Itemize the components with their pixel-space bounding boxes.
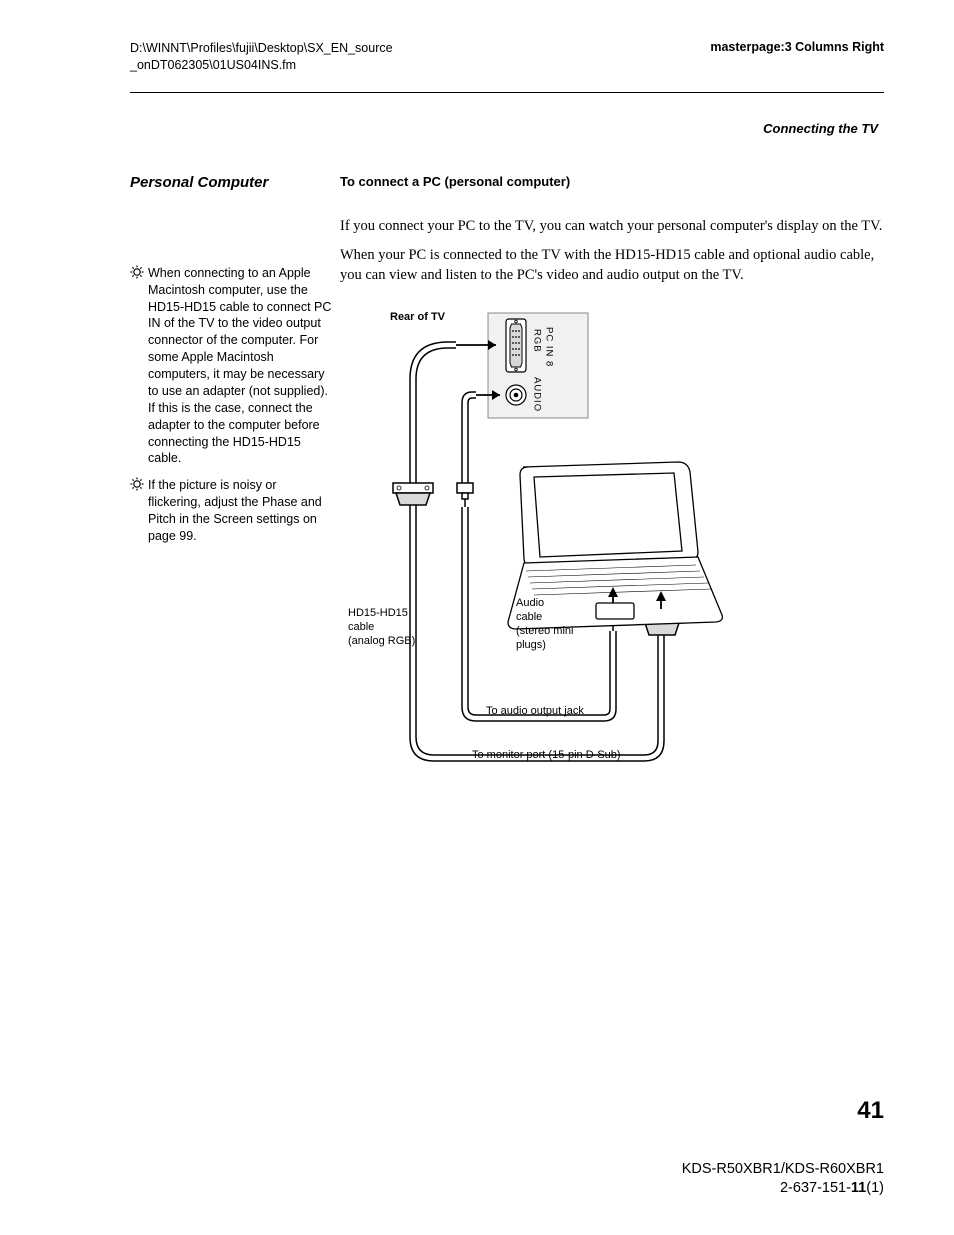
header-rule [130, 92, 884, 93]
header-path: D:\WINNT\Profiles\fujii\Desktop\SX_EN_so… [130, 40, 393, 74]
audio-label: AUDIO [532, 377, 543, 412]
tip-item: When connecting to an Apple Macintosh co… [130, 265, 332, 468]
audio-cable-label: Audio cable (stereo mini plugs) [516, 597, 573, 652]
footer-docnum: 2-637-151-11(1) [682, 1179, 884, 1199]
tip-text: If the picture is noisy or flickering, a… [148, 477, 332, 545]
header: D:\WINNT\Profiles\fujii\Desktop\SX_EN_so… [130, 40, 884, 74]
path-line-1: D:\WINNT\Profiles\fujii\Desktop\SX_EN_so… [130, 41, 393, 55]
lightbulb-icon [130, 477, 146, 545]
tip-item: If the picture is noisy or flickering, a… [130, 477, 332, 545]
footer: KDS-R50XBR1/KDS-R60XBR1 2-637-151-11(1) [682, 1160, 884, 1199]
connection-diagram: PC IN 8 RGB AUDIO [348, 307, 738, 787]
vga-port-icon [506, 319, 526, 372]
tip-text: When connecting to an Apple Macintosh co… [148, 265, 332, 468]
sidebar-title: Personal Computer [130, 174, 332, 191]
page-number: 41 [857, 1097, 884, 1125]
content-heading: To connect a PC (personal computer) [340, 174, 884, 189]
to-monitor-label: To monitor port (15-pin D-Sub) [472, 749, 621, 763]
audio-port-icon [506, 385, 526, 405]
hd15-label: HD15-HD15 cable (analog RGB) [348, 607, 415, 648]
header-masterpage: masterpage:3 Columns Right [710, 40, 884, 74]
rear-of-tv-label: Rear of TV [390, 311, 445, 325]
sidebar-column: Personal Computer When conn [130, 174, 340, 788]
content-para: If you connect your PC to the TV, you ca… [340, 217, 884, 237]
rgb-label: RGB [532, 329, 543, 353]
section-label: Connecting the TV [130, 121, 878, 136]
content-para: When your PC is connected to the TV with… [340, 246, 884, 285]
content-columns: Personal Computer When conn [130, 174, 884, 788]
to-audio-label: To audio output jack [486, 705, 584, 719]
footer-model: KDS-R50XBR1/KDS-R60XBR1 [682, 1160, 884, 1180]
arrow-to-vga [456, 340, 496, 350]
lightbulb-icon [130, 265, 146, 468]
pc-in-label: PC IN 8 [544, 327, 555, 367]
main-column: To connect a PC (personal computer) If y… [340, 174, 884, 788]
path-line-2: _onDT062305\01US04INS.fm [130, 58, 296, 72]
